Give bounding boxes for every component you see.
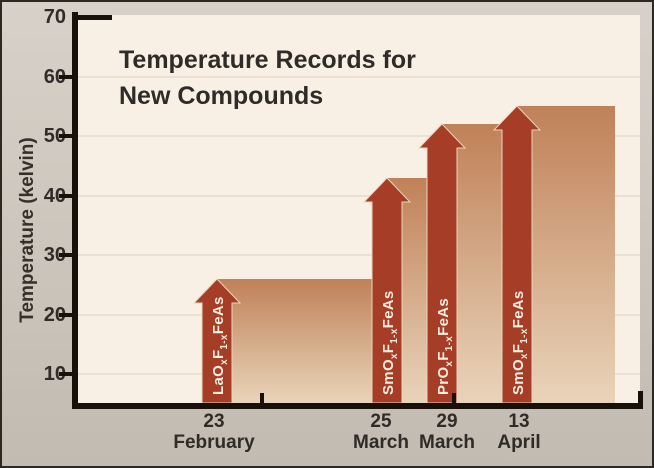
y-tick-50: [59, 134, 78, 138]
x-month-tick-2: [452, 393, 456, 403]
x-date-label: 23 February: [159, 411, 269, 453]
x-date-month: February: [173, 432, 255, 453]
x-date-day: 13: [508, 411, 530, 432]
record-arrow-LaOxF1-xFeAs: LaOxF1-xFeAs: [192, 278, 242, 404]
record-step-SmOxF1-xFeAs: [517, 106, 615, 403]
y-tick-label-70: 70: [43, 6, 66, 28]
y-axis-top-cap: [72, 15, 112, 20]
x-month-tick-1: [260, 393, 264, 403]
x-date-month: April: [497, 432, 541, 453]
x-axis-end-cap: [638, 391, 643, 409]
y-tick-10: [59, 372, 78, 376]
x-date-day: 29: [436, 411, 458, 432]
gridline-50K: [78, 135, 640, 137]
record-step-LaOxF1-xFeAs: [217, 278, 387, 403]
x-axis-line: [72, 403, 643, 409]
y-tick-label-10: 10: [43, 363, 66, 385]
arrow-compound-label: PrOxF1-xFeAs: [435, 298, 455, 395]
y-tick-20: [59, 312, 78, 317]
record-arrow-SmOxF1-xFeAs: SmOxF1-xFeAs: [492, 105, 542, 404]
arrow-compound-label: SmOxF1-xFeAs: [510, 290, 530, 395]
y-axis-title: Temperature (kelvin): [17, 137, 38, 323]
y-tick-label-50: 50: [43, 125, 66, 147]
gridline-30K: [78, 254, 640, 256]
y-tick-label-30: 30: [43, 244, 66, 266]
y-tick-30: [59, 253, 78, 257]
y-axis-line: [72, 12, 78, 409]
x-date-day: 23: [203, 411, 225, 432]
chart-title-line1: Temperature Records for: [119, 46, 416, 74]
x-date-label: 29 March: [392, 411, 502, 453]
y-tick-label-20: 20: [43, 303, 66, 326]
x-date-month: March: [353, 432, 409, 453]
chart-title: Temperature Records for New Compounds: [119, 42, 416, 114]
arrow-shape: [492, 105, 542, 404]
x-date-month: March: [419, 432, 475, 453]
x-date-label: 25 March: [326, 411, 436, 453]
gridline-40K: [78, 194, 640, 197]
x-date-day: 25: [370, 411, 392, 432]
y-tick-label-60: 60: [43, 65, 66, 88]
chart-title-line2: New Compounds: [119, 82, 324, 110]
y-tick-40: [59, 193, 78, 198]
arrow-compound-label: LaOxF1-xFeAs: [210, 296, 230, 395]
x-date-label: 13 April: [464, 411, 574, 453]
arrow-compound-label: SmOxF1-xFeAs: [380, 290, 400, 395]
record-arrow-PrOxF1-xFeAs: PrOxF1-xFeAs: [417, 123, 467, 404]
gridline-60K: [78, 75, 640, 78]
y-tick-label-40: 40: [43, 184, 66, 207]
y-tick-60: [59, 74, 78, 79]
record-arrow-SmOxF1-xFeAs: SmOxF1-xFeAs: [362, 177, 412, 404]
